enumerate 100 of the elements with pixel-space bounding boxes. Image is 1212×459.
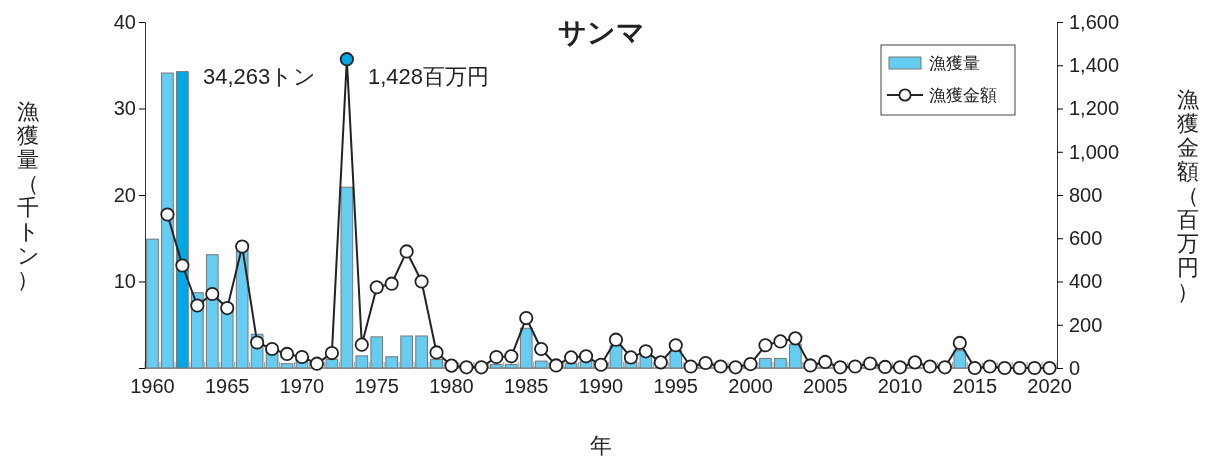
point <box>534 341 549 357</box>
point <box>773 334 788 349</box>
point <box>653 355 668 370</box>
point <box>265 341 280 357</box>
y2-tick-label: 1,200 <box>1069 97 1120 120</box>
point <box>788 331 803 346</box>
point <box>220 301 235 316</box>
bar <box>325 358 339 369</box>
bar <box>385 356 399 369</box>
point <box>803 358 818 373</box>
point <box>414 274 429 289</box>
point <box>504 349 519 364</box>
bar <box>953 350 967 369</box>
point <box>668 338 683 353</box>
text: 漁獲金額（百万円） <box>1177 87 1199 304</box>
point <box>877 359 893 374</box>
point <box>175 258 190 273</box>
y2-tick-label: 0 <box>1069 356 1081 379</box>
point <box>444 358 459 373</box>
point <box>459 360 474 375</box>
x-tick-label: 1965 <box>204 375 250 397</box>
point <box>833 360 848 375</box>
x-axis-title: 年 <box>590 433 612 458</box>
point <box>429 345 444 360</box>
point <box>863 356 878 371</box>
bar <box>146 238 159 369</box>
legend-label: 漁獲量 <box>929 54 980 73</box>
bar <box>430 358 443 369</box>
bar <box>504 364 518 369</box>
point <box>1012 360 1027 376</box>
y-tick-label: 20 <box>113 183 136 206</box>
bar <box>609 345 623 369</box>
x-tick-label: 2010 <box>877 375 923 397</box>
x-tick-label: 1970 <box>279 375 325 397</box>
point <box>743 357 758 372</box>
bar <box>490 364 503 369</box>
y2-tick-label: 200 <box>1069 313 1103 336</box>
x-tick-label: 1995 <box>653 375 698 397</box>
x-tick-label: 1990 <box>578 375 624 397</box>
point <box>354 337 369 352</box>
point <box>205 286 220 302</box>
point <box>623 350 638 365</box>
bar <box>759 357 772 369</box>
x-tick-label: 1985 <box>504 375 549 397</box>
y2-tick-label: 1,000 <box>1069 140 1120 163</box>
x-tick-label: 2000 <box>728 375 773 397</box>
bar <box>176 71 189 369</box>
point <box>564 350 579 365</box>
point <box>235 239 250 254</box>
point <box>638 344 653 359</box>
bar <box>564 363 578 369</box>
bar <box>789 344 802 369</box>
point <box>190 298 205 313</box>
bar <box>340 186 354 369</box>
point <box>1042 360 1057 376</box>
bar <box>534 360 548 369</box>
point <box>324 346 339 361</box>
bar <box>774 357 787 369</box>
point <box>369 280 384 295</box>
annotation: 34,263トン <box>203 64 317 89</box>
point <box>384 276 399 291</box>
y2-tick-label: 600 <box>1069 227 1103 250</box>
y-tick-label: 30 <box>113 97 136 120</box>
point <box>758 338 773 353</box>
y2-tick-label: 800 <box>1069 183 1103 206</box>
bar <box>669 350 683 369</box>
bar <box>370 336 384 369</box>
x-tick-label: 1975 <box>354 375 399 397</box>
point <box>250 335 265 350</box>
y2-tick-label: 1,600 <box>1069 10 1120 33</box>
point <box>294 349 310 365</box>
point <box>1027 360 1042 376</box>
y-axis-title: 漁獲量（千トン） <box>16 99 40 292</box>
y-tick-label: 40 <box>113 10 136 33</box>
x-tick-label: 1980 <box>429 375 474 397</box>
point <box>279 346 295 362</box>
x-tick-label: 2020 <box>1027 375 1072 397</box>
point <box>728 360 743 375</box>
point <box>967 360 982 376</box>
point <box>848 359 863 374</box>
point <box>160 207 175 222</box>
bar <box>519 327 533 369</box>
bar <box>235 249 249 369</box>
point <box>489 349 504 365</box>
point <box>997 360 1012 376</box>
bar <box>355 355 369 369</box>
point <box>339 52 354 67</box>
point <box>922 359 937 374</box>
point <box>399 244 414 259</box>
bar <box>400 335 413 369</box>
point <box>952 335 967 350</box>
point <box>892 360 908 375</box>
point <box>683 359 698 374</box>
y-tick-label: 10 <box>113 270 136 293</box>
point <box>578 349 594 364</box>
x-tick-label: 1960 <box>130 375 175 397</box>
point <box>907 355 923 370</box>
bar <box>415 335 428 369</box>
x-tick-label: 2005 <box>803 375 848 397</box>
point <box>608 332 624 347</box>
